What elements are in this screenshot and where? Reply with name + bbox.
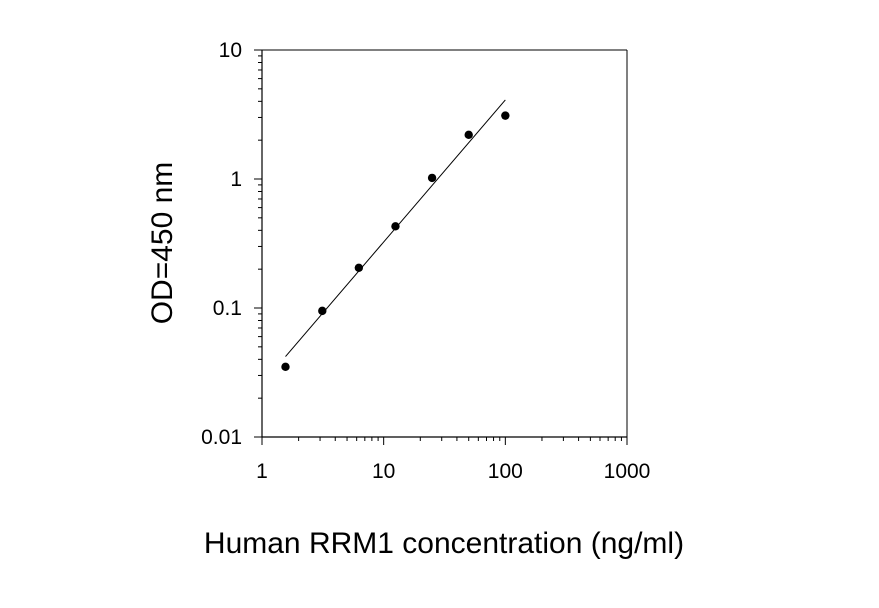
x-axis-title: Human RRM1 concentration (ng/ml) bbox=[204, 527, 684, 560]
data-point bbox=[281, 362, 290, 372]
y-tick-label: 0.1 bbox=[213, 297, 242, 320]
y-tick-label: 0.01 bbox=[201, 426, 242, 449]
data-point bbox=[318, 306, 327, 316]
y-tick-label: 1 bbox=[230, 168, 242, 191]
x-axis-ticks: 1 10 100 1000 bbox=[256, 437, 650, 483]
plot-frame bbox=[261, 49, 628, 438]
data-point bbox=[501, 111, 510, 120]
x-tick-label: 1 bbox=[256, 460, 268, 483]
data-point bbox=[391, 222, 400, 231]
x-tick-label: 1000 bbox=[604, 460, 651, 483]
y-tick-label: 10 bbox=[219, 39, 242, 62]
y-axis-title: OD=450 nm bbox=[146, 162, 179, 325]
x-tick-label: 10 bbox=[372, 460, 395, 483]
data-point bbox=[464, 130, 473, 140]
y-axis-ticks: 0.01 0.1 1 10 bbox=[201, 39, 262, 449]
x-tick-label: 100 bbox=[488, 460, 523, 483]
data-point bbox=[354, 263, 364, 272]
data-points bbox=[281, 111, 510, 372]
data-point bbox=[427, 173, 437, 183]
